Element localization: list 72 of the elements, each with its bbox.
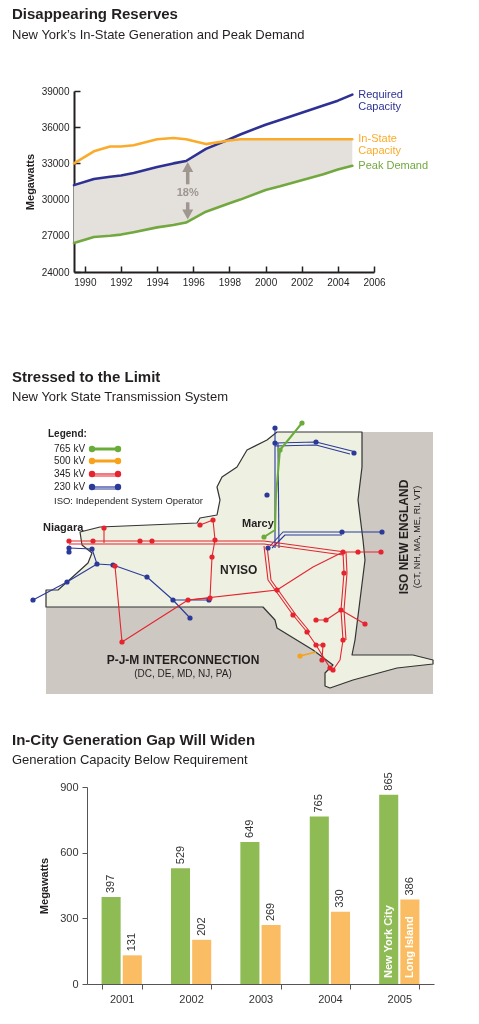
text: Stressed to the Limit bbox=[12, 368, 161, 385]
x-tick-label: 2002 bbox=[291, 276, 314, 288]
x-tick-label: 2004 bbox=[318, 992, 343, 1005]
y-axis-title: Megawatts bbox=[23, 153, 36, 211]
series-label: Long Island bbox=[402, 916, 415, 978]
y-tick-label: 27000 bbox=[41, 230, 70, 242]
data-label: 131 bbox=[125, 932, 138, 952]
data-label: 202 bbox=[194, 917, 207, 936]
series-label: Peak Demand bbox=[358, 158, 429, 171]
text: (DC, DE, MD, NJ, PA) bbox=[134, 668, 232, 679]
data-label: 865 bbox=[381, 772, 394, 791]
y-tick-label: 600 bbox=[60, 846, 79, 859]
y-tick-label: 0 bbox=[72, 977, 79, 990]
x-tick-label: 1990 bbox=[74, 276, 97, 288]
data-label: 649 bbox=[242, 819, 255, 838]
text: 345 kV bbox=[54, 468, 86, 479]
bar bbox=[309, 816, 329, 984]
data-label: 386 bbox=[402, 877, 415, 896]
x-tick-label: 2003 bbox=[248, 992, 274, 1005]
x-tick-label: 1994 bbox=[146, 276, 170, 288]
text: 500 kV bbox=[54, 455, 86, 466]
line-series bbox=[72, 136, 354, 165]
text: ISO: Independent System Operator bbox=[54, 495, 203, 506]
chart-subtitle: Generation Capacity Below Requirement bbox=[12, 752, 248, 768]
text: ISO NEW ENGLAND bbox=[397, 479, 411, 595]
bar bbox=[240, 841, 260, 984]
x-tick-label: 2001 bbox=[109, 992, 135, 1005]
y-tick-label: 36000 bbox=[41, 121, 70, 133]
x-tick-label: 1996 bbox=[182, 276, 206, 288]
y-tick-label: 900 bbox=[60, 780, 79, 793]
series-label: In-State Capacity bbox=[358, 132, 402, 157]
x-tick-label: 1998 bbox=[218, 276, 242, 288]
y-tick-label: 30000 bbox=[41, 194, 70, 206]
x-tick-label: 2006 bbox=[363, 276, 387, 288]
text: NYISO bbox=[220, 563, 258, 577]
x-tick-label: 2004 bbox=[327, 276, 350, 288]
bar bbox=[170, 868, 191, 984]
line-series bbox=[72, 164, 354, 245]
series-label: Required Capacity bbox=[358, 87, 403, 112]
text: (CT, NH, MA, ME, RI, VT) bbox=[412, 485, 422, 589]
x-tick-label: 1992 bbox=[110, 276, 134, 288]
y-tick-label: 39000 bbox=[41, 85, 70, 97]
text: 230 kV bbox=[54, 481, 86, 492]
data-label: 397 bbox=[104, 874, 117, 894]
chart-title: In-City Generation Gap Will Widen bbox=[12, 731, 256, 749]
text: Marcy bbox=[242, 517, 275, 529]
series-label: New York City bbox=[381, 904, 394, 978]
text: P-J-M INTERCONNECTION bbox=[106, 653, 260, 667]
x-tick-label: 2000 bbox=[254, 276, 278, 288]
data-label: 529 bbox=[173, 845, 186, 865]
data-label: 269 bbox=[264, 902, 277, 922]
y-tick-label: 24000 bbox=[41, 266, 70, 278]
line-series bbox=[72, 93, 354, 187]
data-label: 330 bbox=[333, 889, 346, 908]
annotation: 18% bbox=[176, 186, 199, 199]
y-tick-label: 33000 bbox=[41, 157, 70, 169]
chart-subtitle: New York’s In-State Generation and Peak Demand bbox=[12, 27, 305, 42]
text: 765 kV bbox=[54, 443, 86, 454]
bar bbox=[101, 897, 121, 984]
bar bbox=[261, 925, 281, 984]
bar bbox=[192, 939, 212, 984]
bar bbox=[122, 955, 142, 984]
text: New York State Transmission System bbox=[12, 389, 229, 404]
x-tick-label: 2002 bbox=[179, 992, 204, 1005]
y-tick-label: 300 bbox=[60, 911, 79, 924]
chart-title: Disappearing Reserves bbox=[12, 5, 178, 22]
x-tick-label: 2005 bbox=[387, 992, 413, 1005]
bar bbox=[330, 911, 351, 984]
y-axis-title: Megawatts bbox=[38, 857, 51, 915]
data-label: 765 bbox=[312, 794, 325, 813]
text: Legend: bbox=[48, 428, 87, 439]
text: Niagara bbox=[43, 521, 85, 533]
